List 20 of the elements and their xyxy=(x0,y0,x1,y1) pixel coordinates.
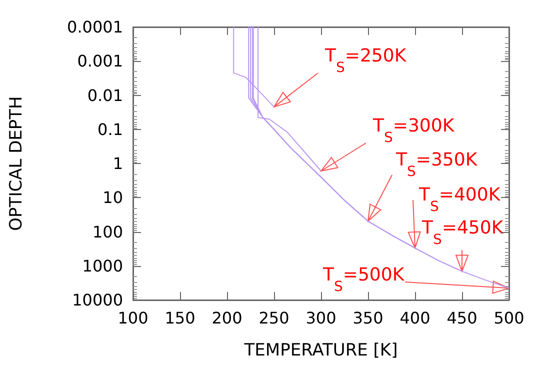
y-tick-label: 1 xyxy=(112,154,123,173)
y-tick-label: 100 xyxy=(92,222,123,242)
y-tick-label: 0.001 xyxy=(77,52,123,71)
x-axis-title: TEMPERATURE [K] xyxy=(243,340,398,360)
x-tick-label: 100 xyxy=(118,308,148,328)
y-tick-label: 0.0001 xyxy=(67,18,123,36)
x-tick-label: 450 xyxy=(446,308,478,328)
x-tick-label: 350 xyxy=(352,308,384,328)
x-tick-label: 200 xyxy=(212,308,242,328)
x-tick-label: 300 xyxy=(306,308,336,328)
y-tick-label: 0.01 xyxy=(87,86,123,105)
y-tick-label: 1000 xyxy=(82,256,123,276)
x-tick-label: 150 xyxy=(164,308,196,328)
x-tick-label: 500 xyxy=(494,308,524,328)
x-tick-label: 250 xyxy=(258,308,290,328)
y-axis-title: OPTICAL DEPTH xyxy=(6,96,26,231)
y-tick-label: 10000 xyxy=(72,290,123,310)
x-tick-label: 400 xyxy=(400,308,430,328)
y-tick-label: 0.1 xyxy=(98,120,123,139)
y-tick-label: 10 xyxy=(102,188,123,208)
